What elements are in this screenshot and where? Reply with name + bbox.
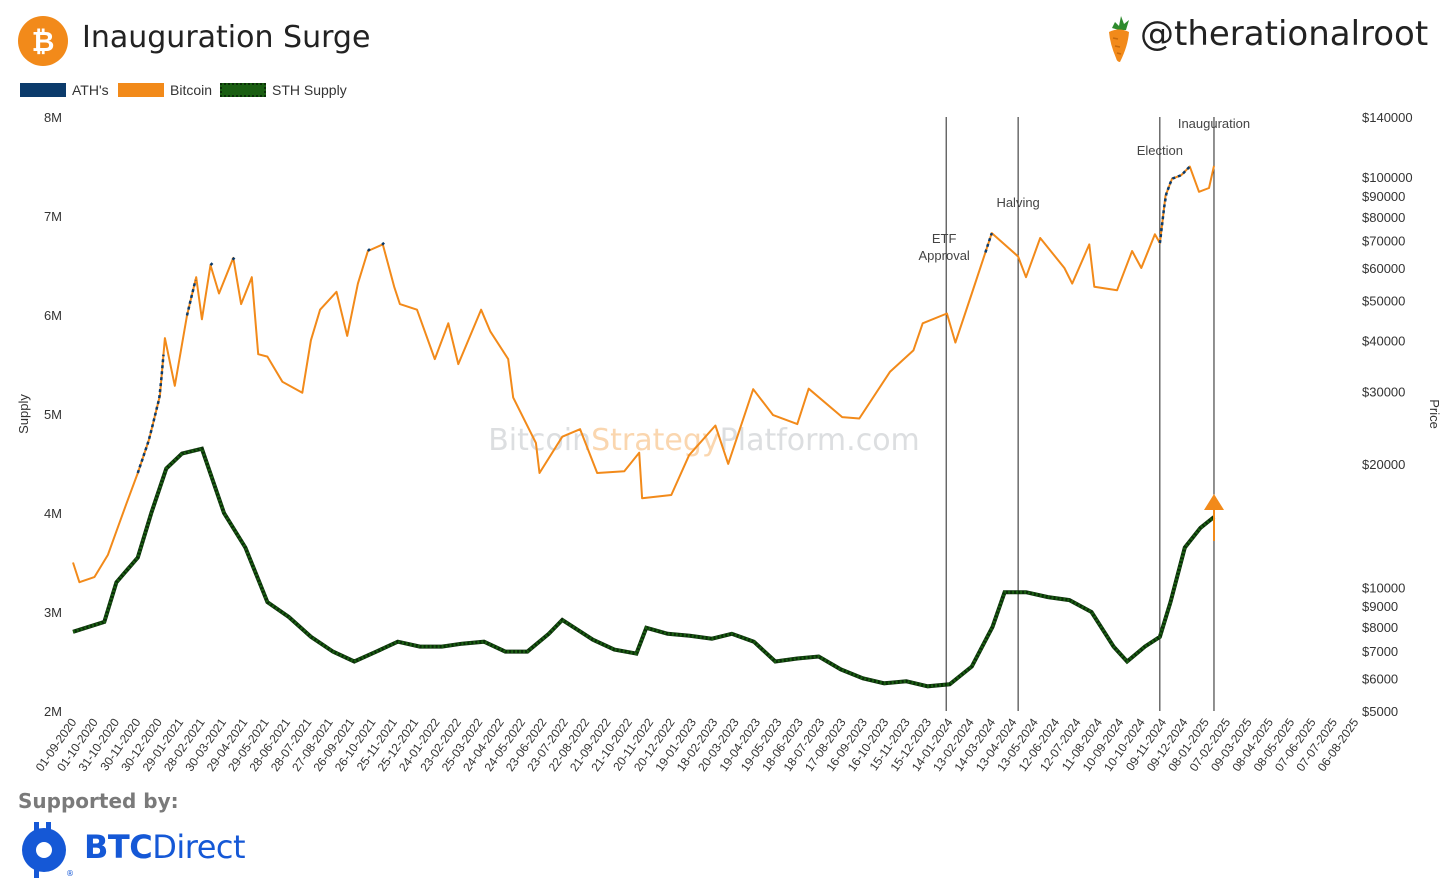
y-left-tick-label: 2M <box>44 704 62 719</box>
carrot-icon <box>1109 16 1129 62</box>
event-label: Inauguration <box>1178 116 1250 131</box>
annotation-arrow-head <box>1204 494 1224 510</box>
btc-direct-logo-icon: ® <box>22 822 74 878</box>
y-right-tick-label: $90000 <box>1362 189 1405 204</box>
y-right-tick-label: $5000 <box>1362 704 1398 719</box>
y-left-tick-label: 8M <box>44 110 62 125</box>
y-right-tick-label: $80000 <box>1362 210 1405 225</box>
chart-area: BitcoinStrategyPlatform.com 2M 3M 4M 5M 6M 7M 8… <box>16 110 1442 774</box>
y-right-tick-label: $70000 <box>1362 234 1405 249</box>
y-left-tick-label: 6M <box>44 308 62 323</box>
event-label: Election <box>1137 143 1183 158</box>
bitcoin-price-line <box>72 165 1215 584</box>
y-right-tick-label: $8000 <box>1362 620 1398 635</box>
y-right-tick-label: $140000 <box>1362 110 1413 125</box>
btc-direct-wordmark: BTCDirect <box>84 828 246 866</box>
y-right-tick-label: $30000 <box>1362 385 1405 400</box>
ath-marker <box>367 248 371 252</box>
y-right-tick-label: $50000 <box>1362 294 1405 309</box>
y-right-tick-label: $40000 <box>1362 333 1405 348</box>
y-right-axis-title: Price <box>1427 399 1442 429</box>
legend-label-bitcoin: Bitcoin <box>170 82 213 98</box>
ath-marker <box>381 241 385 246</box>
y-left-tick-label: 3M <box>44 605 62 620</box>
watermark-part-1: Bitcoin <box>488 423 591 458</box>
legend-label-sth-supply: STH Supply <box>272 82 347 98</box>
legend-label-ath: ATH's <box>72 82 109 98</box>
ath-marker <box>231 256 236 261</box>
y-right-tick-label: $100000 <box>1362 170 1413 185</box>
watermark-part-3: Platform.com <box>720 423 920 458</box>
watermark-part-2: Strategy <box>591 423 720 458</box>
y-left-tick-label: 5M <box>44 407 62 422</box>
watermark: BitcoinStrategyPlatform.com <box>488 423 920 458</box>
page-title: Inauguration Surge <box>82 20 371 55</box>
y-right-tick-label: $20000 <box>1362 457 1405 472</box>
sponsor-label: Supported by: <box>18 789 179 813</box>
svg-text:®: ® <box>66 869 74 878</box>
legend-swatch-bitcoin <box>118 83 164 97</box>
y-left-axis-title: Supply <box>16 394 31 434</box>
brand-bold: BTC <box>84 828 153 866</box>
y-right-tick-label: $7000 <box>1362 644 1398 659</box>
y-right-tick-label: $10000 <box>1362 580 1405 595</box>
author-handle: @therationalroot <box>1140 14 1429 54</box>
brand-rest: Direct <box>152 828 246 866</box>
ath-marker <box>136 354 165 474</box>
header: ₿ Inauguration Surge @therationalroot <box>0 0 1456 80</box>
sth-supply-line <box>72 446 1215 688</box>
legend-swatch-sth-supply <box>220 83 266 97</box>
y-right-tick-label: $6000 <box>1362 671 1398 686</box>
event-label: Halving <box>996 195 1039 210</box>
ath-marker <box>209 262 214 266</box>
ath-marker <box>185 279 197 316</box>
bitcoin-logo-icon: ₿ <box>18 16 68 66</box>
y-left-tick-label: 7M <box>44 209 62 224</box>
bitcoin-logo-symbol: ₿ <box>32 25 55 58</box>
y-right-tick-label: $9000 <box>1362 599 1398 614</box>
event-label-line2: Approval <box>919 248 970 263</box>
y-right-tick-label: $60000 <box>1362 261 1405 276</box>
event-label: ETF <box>932 231 957 246</box>
legend-swatch-ath <box>20 83 66 97</box>
ath-marker <box>1158 165 1191 244</box>
sth-supply-line-outline <box>72 446 1216 689</box>
y-left-tick-label: 4M <box>44 506 62 521</box>
